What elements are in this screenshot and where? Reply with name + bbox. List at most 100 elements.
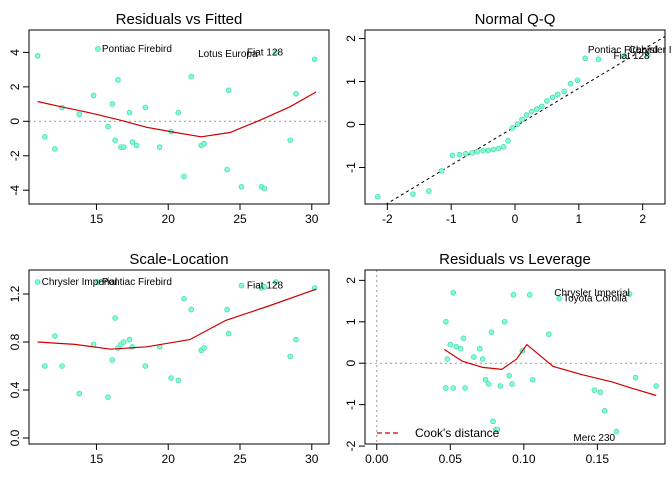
data-point (410, 191, 416, 197)
data-point (120, 339, 127, 345)
data-point (523, 112, 530, 118)
data-point (273, 279, 279, 285)
data-point (519, 116, 525, 123)
data-point (626, 291, 633, 297)
data-point (471, 354, 477, 360)
data-point (109, 357, 116, 363)
data-point (480, 147, 486, 154)
x-tick-label: 20 (162, 452, 176, 466)
title-normal-qq: Normal Q-Q (475, 11, 556, 28)
title-scale-location: Scale-Location (129, 251, 228, 268)
data-point (112, 137, 118, 144)
data-point (224, 306, 230, 313)
data-point (238, 183, 245, 190)
data-point (293, 90, 299, 97)
data-point (273, 49, 279, 56)
data-point (438, 168, 445, 174)
data-point (556, 295, 562, 302)
data-point (34, 279, 41, 285)
x-tick-label: 15 (90, 212, 104, 226)
y-tick-label: 2 (344, 277, 358, 284)
data-point (90, 92, 97, 99)
data-point (653, 383, 659, 389)
data-point (52, 146, 58, 152)
data-point (34, 53, 41, 59)
data-point (120, 144, 127, 150)
data-point (76, 390, 83, 397)
x-tick-label: 25 (233, 212, 247, 226)
x-tick-label: 20 (162, 212, 176, 226)
cooks-distance-legend-label: Cook's distance (415, 426, 500, 440)
data-point (469, 150, 476, 156)
point-label: Fiat 128 (247, 47, 284, 58)
y-tick-label: 1 (344, 78, 358, 85)
data-point (374, 193, 381, 200)
x-tick-label: 1 (575, 212, 582, 226)
smoother-curve (37, 288, 317, 350)
y-tick-label: 0 (8, 118, 22, 125)
data-point (311, 56, 318, 63)
data-point (501, 318, 508, 325)
point-label: Chrysler Imperial (629, 45, 672, 56)
data-point (482, 376, 489, 383)
plot-frame (28, 29, 330, 205)
data-point (52, 333, 58, 339)
y-tick-label: 1 (344, 318, 358, 325)
data-point (109, 101, 116, 107)
y-tick-label: 0.4 (8, 381, 22, 398)
smoother-curve (37, 91, 317, 138)
data-point (597, 389, 604, 396)
y-tick-label: 0.0 (8, 429, 22, 446)
data-point (613, 428, 620, 435)
data-point (528, 108, 535, 115)
data-point (457, 345, 464, 352)
data-point (582, 55, 589, 62)
data-point (476, 345, 483, 352)
data-point (76, 111, 83, 118)
point-label: Toyota Corolla (563, 294, 627, 305)
data-point (500, 144, 507, 150)
data-point (509, 381, 515, 387)
data-point (561, 88, 567, 95)
data-point (449, 152, 456, 159)
data-point (112, 315, 118, 321)
data-point (133, 142, 140, 149)
data-point (201, 345, 207, 351)
point-label: Chrysler Imperial (42, 277, 118, 288)
data-point (495, 145, 502, 152)
data-point (509, 125, 516, 131)
data-point (142, 104, 149, 111)
data-point (181, 295, 187, 302)
data-point (126, 336, 133, 343)
data-point (188, 306, 195, 313)
data-point (544, 98, 550, 104)
data-point (105, 123, 111, 130)
x-tick-label: 30 (305, 212, 319, 226)
x-tick-label: 0.00 (365, 452, 389, 466)
data-point (115, 77, 121, 83)
data-point (175, 377, 182, 384)
data-point (126, 109, 133, 116)
data-point (261, 283, 268, 290)
x-tick-label: -1 (446, 212, 457, 226)
data-point (175, 109, 182, 116)
data-point (181, 173, 187, 180)
data-point (443, 385, 449, 391)
data-point (129, 139, 136, 145)
data-point (539, 103, 545, 110)
data-point (506, 372, 512, 379)
point-label: Fiat 128 (613, 51, 650, 62)
data-point (443, 318, 449, 325)
y-tick-label: -2 (8, 150, 22, 161)
data-point (505, 138, 511, 144)
data-point (514, 121, 521, 127)
point-label: Merc 230 (573, 433, 615, 444)
data-point (201, 140, 207, 147)
data-point (510, 292, 517, 298)
y-tick-label: 1.2 (8, 285, 22, 302)
y-tick-label: 0 (344, 121, 358, 128)
data-point (238, 282, 245, 289)
data-point (490, 146, 497, 153)
